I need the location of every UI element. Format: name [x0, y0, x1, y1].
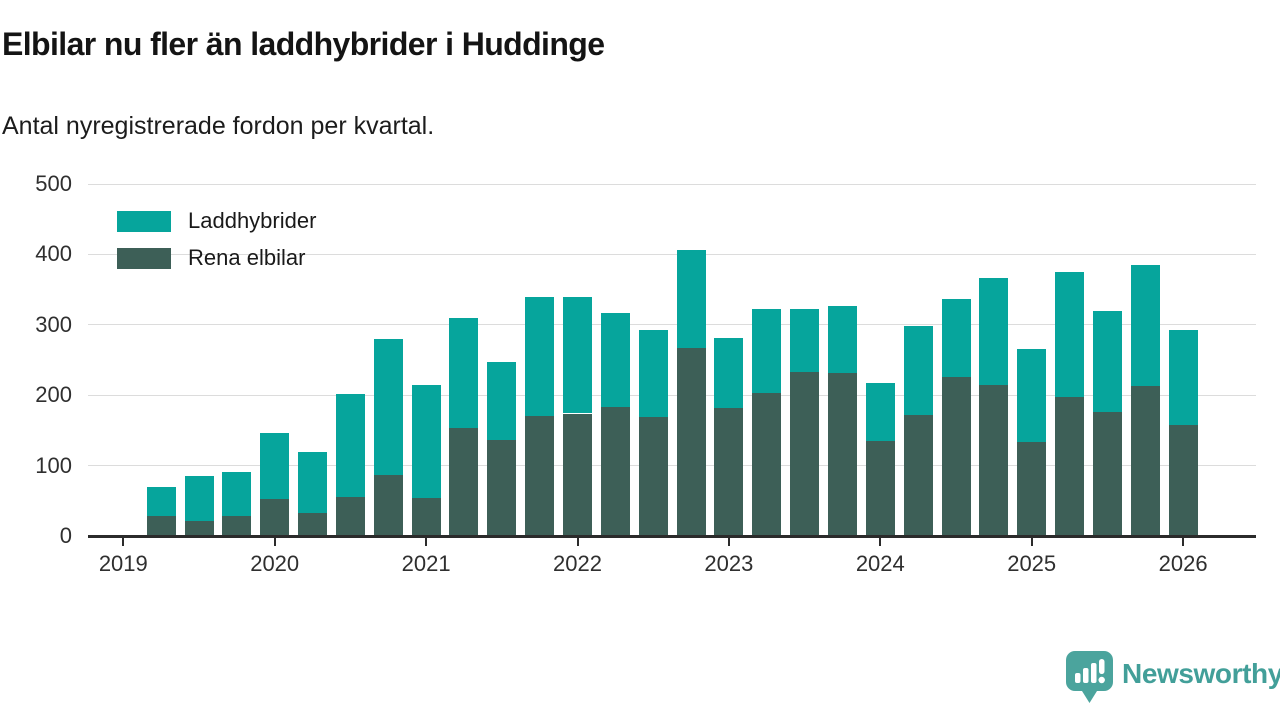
y-axis-tick-label: 400	[12, 243, 72, 265]
bar-2025-K3-Rena-elbilar	[1093, 412, 1122, 536]
legend-label: Rena elbilar	[188, 245, 305, 271]
bar-2020-K2-Laddhybrider	[298, 452, 327, 514]
x-axis-tick	[577, 538, 579, 546]
y-axis-tick-label: 0	[12, 525, 72, 547]
bar-2020-K1-Rena-elbilar	[260, 499, 289, 536]
bar-2019-K4-Laddhybrider	[222, 472, 251, 516]
x-axis-tick-label: 2023	[684, 553, 774, 575]
bar-2019-K2-Rena-elbilar	[147, 516, 176, 536]
bar-2021-K4-Rena-elbilar	[525, 416, 554, 536]
bar-2023-K4-Rena-elbilar	[828, 373, 857, 536]
bar-2023-K1-Rena-elbilar	[714, 408, 743, 536]
y-gridline	[88, 184, 1256, 185]
bar-2022-K4-Laddhybrider	[677, 250, 706, 348]
x-axis-tick-label: 2025	[987, 553, 1077, 575]
bar-2021-K4-Laddhybrider	[525, 297, 554, 416]
bar-2022-K1-Laddhybrider	[563, 297, 592, 414]
x-axis-tick-label: 2022	[533, 553, 623, 575]
bar-2022-K1-Rena-elbilar	[563, 414, 592, 536]
x-axis-tick-label: 2020	[230, 553, 320, 575]
bar-2019-K3-Rena-elbilar	[185, 521, 214, 536]
bar-2025-K1-Laddhybrider	[1017, 349, 1046, 443]
x-axis-tick-label: 2024	[835, 553, 925, 575]
bar-2019-K4-Rena-elbilar	[222, 516, 251, 536]
legend-item: Laddhybrider	[117, 209, 316, 233]
x-axis-tick	[1182, 538, 1184, 546]
x-axis-tick-label: 2019	[78, 553, 168, 575]
x-axis-tick	[879, 538, 881, 546]
legend-swatch-icon	[117, 248, 171, 269]
x-axis-tick-label: 2021	[381, 553, 471, 575]
x-axis-tick	[274, 538, 276, 546]
bar-2020-K4-Rena-elbilar	[374, 475, 403, 536]
bar-2024-K1-Laddhybrider	[866, 383, 895, 441]
y-axis-tick-label: 100	[12, 455, 72, 477]
bar-2022-K3-Rena-elbilar	[639, 417, 668, 536]
bar-2026-K1-Rena-elbilar	[1169, 425, 1198, 536]
bar-2020-K3-Rena-elbilar	[336, 497, 365, 536]
bar-2023-K3-Laddhybrider	[790, 309, 819, 372]
bar-2024-K1-Rena-elbilar	[866, 441, 895, 536]
bar-2023-K4-Laddhybrider	[828, 306, 857, 373]
bar-2019-K3-Laddhybrider	[185, 476, 214, 520]
bar-2021-K1-Rena-elbilar	[412, 498, 441, 536]
bar-2022-K2-Laddhybrider	[601, 313, 630, 407]
y-axis-tick-label: 300	[12, 314, 72, 336]
bar-2025-K2-Laddhybrider	[1055, 272, 1084, 397]
legend: Laddhybrider Rena elbilar	[117, 209, 316, 283]
bar-2023-K2-Laddhybrider	[752, 309, 781, 393]
x-axis-tick	[1031, 538, 1033, 546]
bar-2022-K2-Rena-elbilar	[601, 407, 630, 536]
x-axis-line	[88, 535, 1256, 538]
bar-2025-K2-Rena-elbilar	[1055, 397, 1084, 536]
bar-2020-K1-Laddhybrider	[260, 433, 289, 498]
brand-name: Newsworthy	[1122, 658, 1280, 690]
y-axis-tick-label: 200	[12, 384, 72, 406]
bar-2021-K1-Laddhybrider	[412, 385, 441, 498]
bar-2020-K4-Laddhybrider	[374, 339, 403, 476]
legend-swatch-icon	[117, 211, 171, 232]
legend-item: Rena elbilar	[117, 246, 316, 270]
y-axis-tick-label: 500	[12, 173, 72, 195]
x-axis-tick	[425, 538, 427, 546]
bar-2024-K2-Laddhybrider	[904, 326, 933, 415]
chart-canvas: Elbilar nu fler än laddhybrider i Huddin…	[0, 0, 1280, 720]
bar-2025-K3-Laddhybrider	[1093, 311, 1122, 412]
newsworthy-speech-bubble-chart-icon	[1066, 651, 1113, 704]
bar-2025-K1-Rena-elbilar	[1017, 442, 1046, 536]
bar-2021-K2-Laddhybrider	[449, 318, 478, 428]
bar-2021-K2-Rena-elbilar	[449, 428, 478, 536]
bar-2022-K3-Laddhybrider	[639, 330, 668, 417]
bar-2021-K3-Laddhybrider	[487, 362, 516, 439]
bar-2023-K1-Laddhybrider	[714, 338, 743, 408]
bar-2025-K4-Laddhybrider	[1131, 265, 1160, 386]
plot-area: 0 100 200 300 400 500 2019 2020 2021 2022 2023 2024…	[0, 0, 1280, 720]
bar-2022-K4-Rena-elbilar	[677, 348, 706, 536]
bar-2024-K3-Rena-elbilar	[942, 377, 971, 536]
x-axis-tick-label: 2026	[1138, 553, 1228, 575]
bar-2024-K4-Rena-elbilar	[979, 385, 1008, 536]
legend-label: Laddhybrider	[188, 208, 316, 234]
x-axis-tick	[122, 538, 124, 546]
bar-2023-K2-Rena-elbilar	[752, 393, 781, 536]
bar-2023-K3-Rena-elbilar	[790, 372, 819, 536]
bar-2024-K4-Laddhybrider	[979, 278, 1008, 385]
bar-2026-K1-Laddhybrider	[1169, 330, 1198, 425]
bar-2024-K3-Laddhybrider	[942, 299, 971, 377]
bar-2021-K3-Rena-elbilar	[487, 440, 516, 536]
bar-2019-K2-Laddhybrider	[147, 487, 176, 516]
bar-2020-K2-Rena-elbilar	[298, 513, 327, 536]
bar-2024-K2-Rena-elbilar	[904, 415, 933, 536]
bar-2025-K4-Rena-elbilar	[1131, 386, 1160, 536]
bar-2020-K3-Laddhybrider	[336, 394, 365, 497]
x-axis-tick	[728, 538, 730, 546]
brand-logo: Newsworthy	[1066, 649, 1280, 705]
